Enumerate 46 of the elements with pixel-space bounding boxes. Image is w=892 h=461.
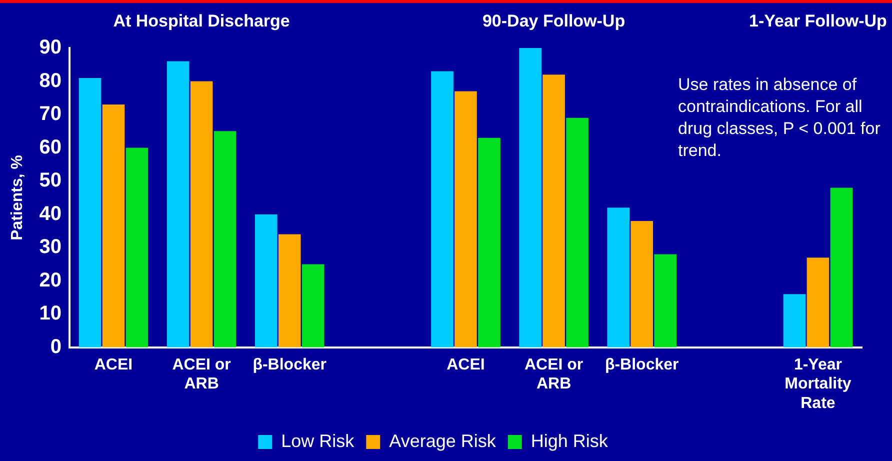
x-tick-label: β-Blocker [604,356,679,374]
annotation: Use rates in absence of contraindications. For all drug classes, P < 0.001 for trend. [678,74,882,162]
bar [654,254,676,348]
bar [519,48,542,348]
y-axis-title: Patients, % [9,155,26,240]
bar [278,234,301,348]
text: 1-Year Follow-Up [749,12,887,31]
bar [78,78,102,348]
bar [607,208,630,348]
y-tick-label: 60 [39,136,62,158]
bar [431,71,454,348]
x-tick-label: 1-Year Mortality Rate [784,356,852,412]
y-tick-label: 10 [39,302,62,325]
x-tick-label: β-Blocker [252,356,326,374]
bar [566,118,588,348]
text: 90-Day Follow-Up [482,12,626,31]
y-tick-label: 90 [39,36,62,59]
y-tick-label: 80 [39,70,62,92]
bar [102,104,125,348]
bar [478,138,500,348]
bar [126,148,148,348]
bar [806,258,830,348]
y-tick-label: 70 [39,103,62,126]
x-tick-label: ACEI or ARB [524,356,584,393]
bar [783,294,806,348]
legend-label: Average Risk [389,430,497,451]
y-tick-label: 30 [39,236,62,258]
y-tick-label: 20 [39,269,62,292]
bar [166,61,190,348]
legend-label: Low Risk [281,430,356,451]
bar [214,131,236,348]
bar [454,91,477,348]
y-tick-label: 0 [50,336,62,358]
x-tick-label: ACEI [94,356,133,374]
bar [254,214,278,348]
text: At Hospital Discharge [113,12,290,31]
bar [630,220,653,348]
y-tick-label: 40 [39,202,62,225]
legend-label: High Risk [530,430,609,451]
bar [542,74,565,348]
bar [830,188,853,348]
x-tick-label: ACEI [446,356,485,374]
x-tick-label: ACEI or ARB [172,356,231,393]
bar [190,81,213,348]
bar [302,264,324,348]
y-tick-label: 50 [39,170,62,192]
